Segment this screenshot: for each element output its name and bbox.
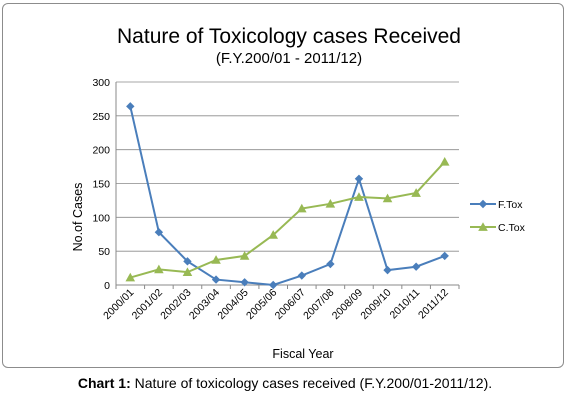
data-point-c-tox — [296, 203, 307, 213]
y-tick-label: 150 — [92, 179, 110, 191]
legend-label: C.Tox — [498, 222, 526, 234]
y-tick-label: 200 — [92, 145, 110, 157]
legend-marker — [478, 222, 488, 231]
data-point-f-tox — [240, 278, 249, 287]
x-tick-labels: 2000/012001/022002/032003/042004/052005/… — [101, 287, 451, 322]
chart-title: Nature of Toxicology cases Received — [117, 25, 461, 48]
x-tick-label: 2002/03 — [158, 287, 193, 322]
y-tick-label: 100 — [92, 212, 110, 224]
data-point-c-tox — [182, 267, 193, 276]
data-point-f-tox — [269, 280, 278, 290]
y-tick-label: 0 — [104, 280, 110, 292]
x-tick-label: 2009/10 — [358, 287, 393, 322]
x-tick-label: 2010/11 — [387, 287, 422, 322]
legend-item-c-tox: C.Tox — [470, 222, 526, 234]
series-f-tox — [126, 102, 449, 290]
data-point-c-tox — [268, 230, 279, 239]
y-tick-label: 300 — [92, 77, 110, 89]
x-tick-label: 2004/05 — [215, 287, 250, 322]
data-point-f-tox — [354, 174, 364, 183]
legend-item-f-tox: F.Tox — [470, 199, 523, 211]
figure-caption: Chart 1: Nature of toxicology cases rece… — [0, 375, 570, 391]
caption-lead: Chart 1: — [77, 375, 131, 391]
x-tick-label: 2006/07 — [273, 287, 308, 322]
series-c-tox — [125, 157, 450, 282]
chart-canvas: Nature of Toxicology cases Received (F.Y… — [71, 25, 526, 361]
x-tick-label: 2007/08 — [301, 287, 336, 322]
y-tick-label: 50 — [98, 246, 110, 258]
y-tick-label: 250 — [92, 111, 110, 123]
x-tick-label: 2001/02 — [130, 287, 165, 322]
data-point-c-tox — [411, 188, 421, 197]
series-line-f-tox — [129, 106, 446, 287]
x-axis-title: Fiscal Year — [272, 347, 333, 361]
data-point-f-tox — [126, 102, 135, 111]
x-tick-label: 2008/09 — [330, 287, 365, 322]
data-point-c-tox — [439, 157, 450, 166]
data-point-f-tox — [383, 265, 392, 275]
data-point-f-tox — [297, 271, 306, 280]
series-line-c-tox — [130, 161, 446, 279]
caption-text: Nature of toxicology cases received (F.Y… — [130, 375, 493, 391]
x-tick-label: 2003/04 — [187, 287, 222, 322]
data-point-f-tox — [411, 262, 421, 271]
data-point-f-tox — [154, 228, 164, 237]
y-axis-title: No.of Cases — [71, 183, 85, 252]
gridlines — [116, 81, 459, 252]
data-point-f-tox — [440, 251, 449, 261]
data-point-c-tox — [211, 255, 221, 264]
data-point-f-tox — [183, 257, 192, 266]
series — [125, 102, 450, 290]
data-point-c-tox — [382, 193, 393, 203]
x-tick-label: 2011/12 — [416, 287, 451, 322]
x-tick-label: 2005/06 — [244, 287, 279, 322]
legend-label: F.Tox — [498, 199, 523, 211]
data-point-c-tox — [125, 272, 136, 282]
data-point-c-tox — [325, 199, 336, 208]
data-point-c-tox — [239, 251, 250, 260]
legend: F.Tox C.Tox — [470, 199, 526, 234]
y-tick-labels: 0 50 100 150 200 250 300 — [92, 77, 110, 292]
legend-marker — [478, 199, 488, 209]
data-point-c-tox — [154, 264, 164, 274]
chart-subtitle: (F.Y.200/01 - 2011/12) — [216, 50, 362, 67]
data-point-f-tox — [326, 259, 335, 269]
data-point-c-tox — [354, 192, 364, 201]
chart-frame — [2, 3, 564, 368]
data-point-f-tox — [211, 275, 221, 284]
axes — [115, 82, 460, 289]
